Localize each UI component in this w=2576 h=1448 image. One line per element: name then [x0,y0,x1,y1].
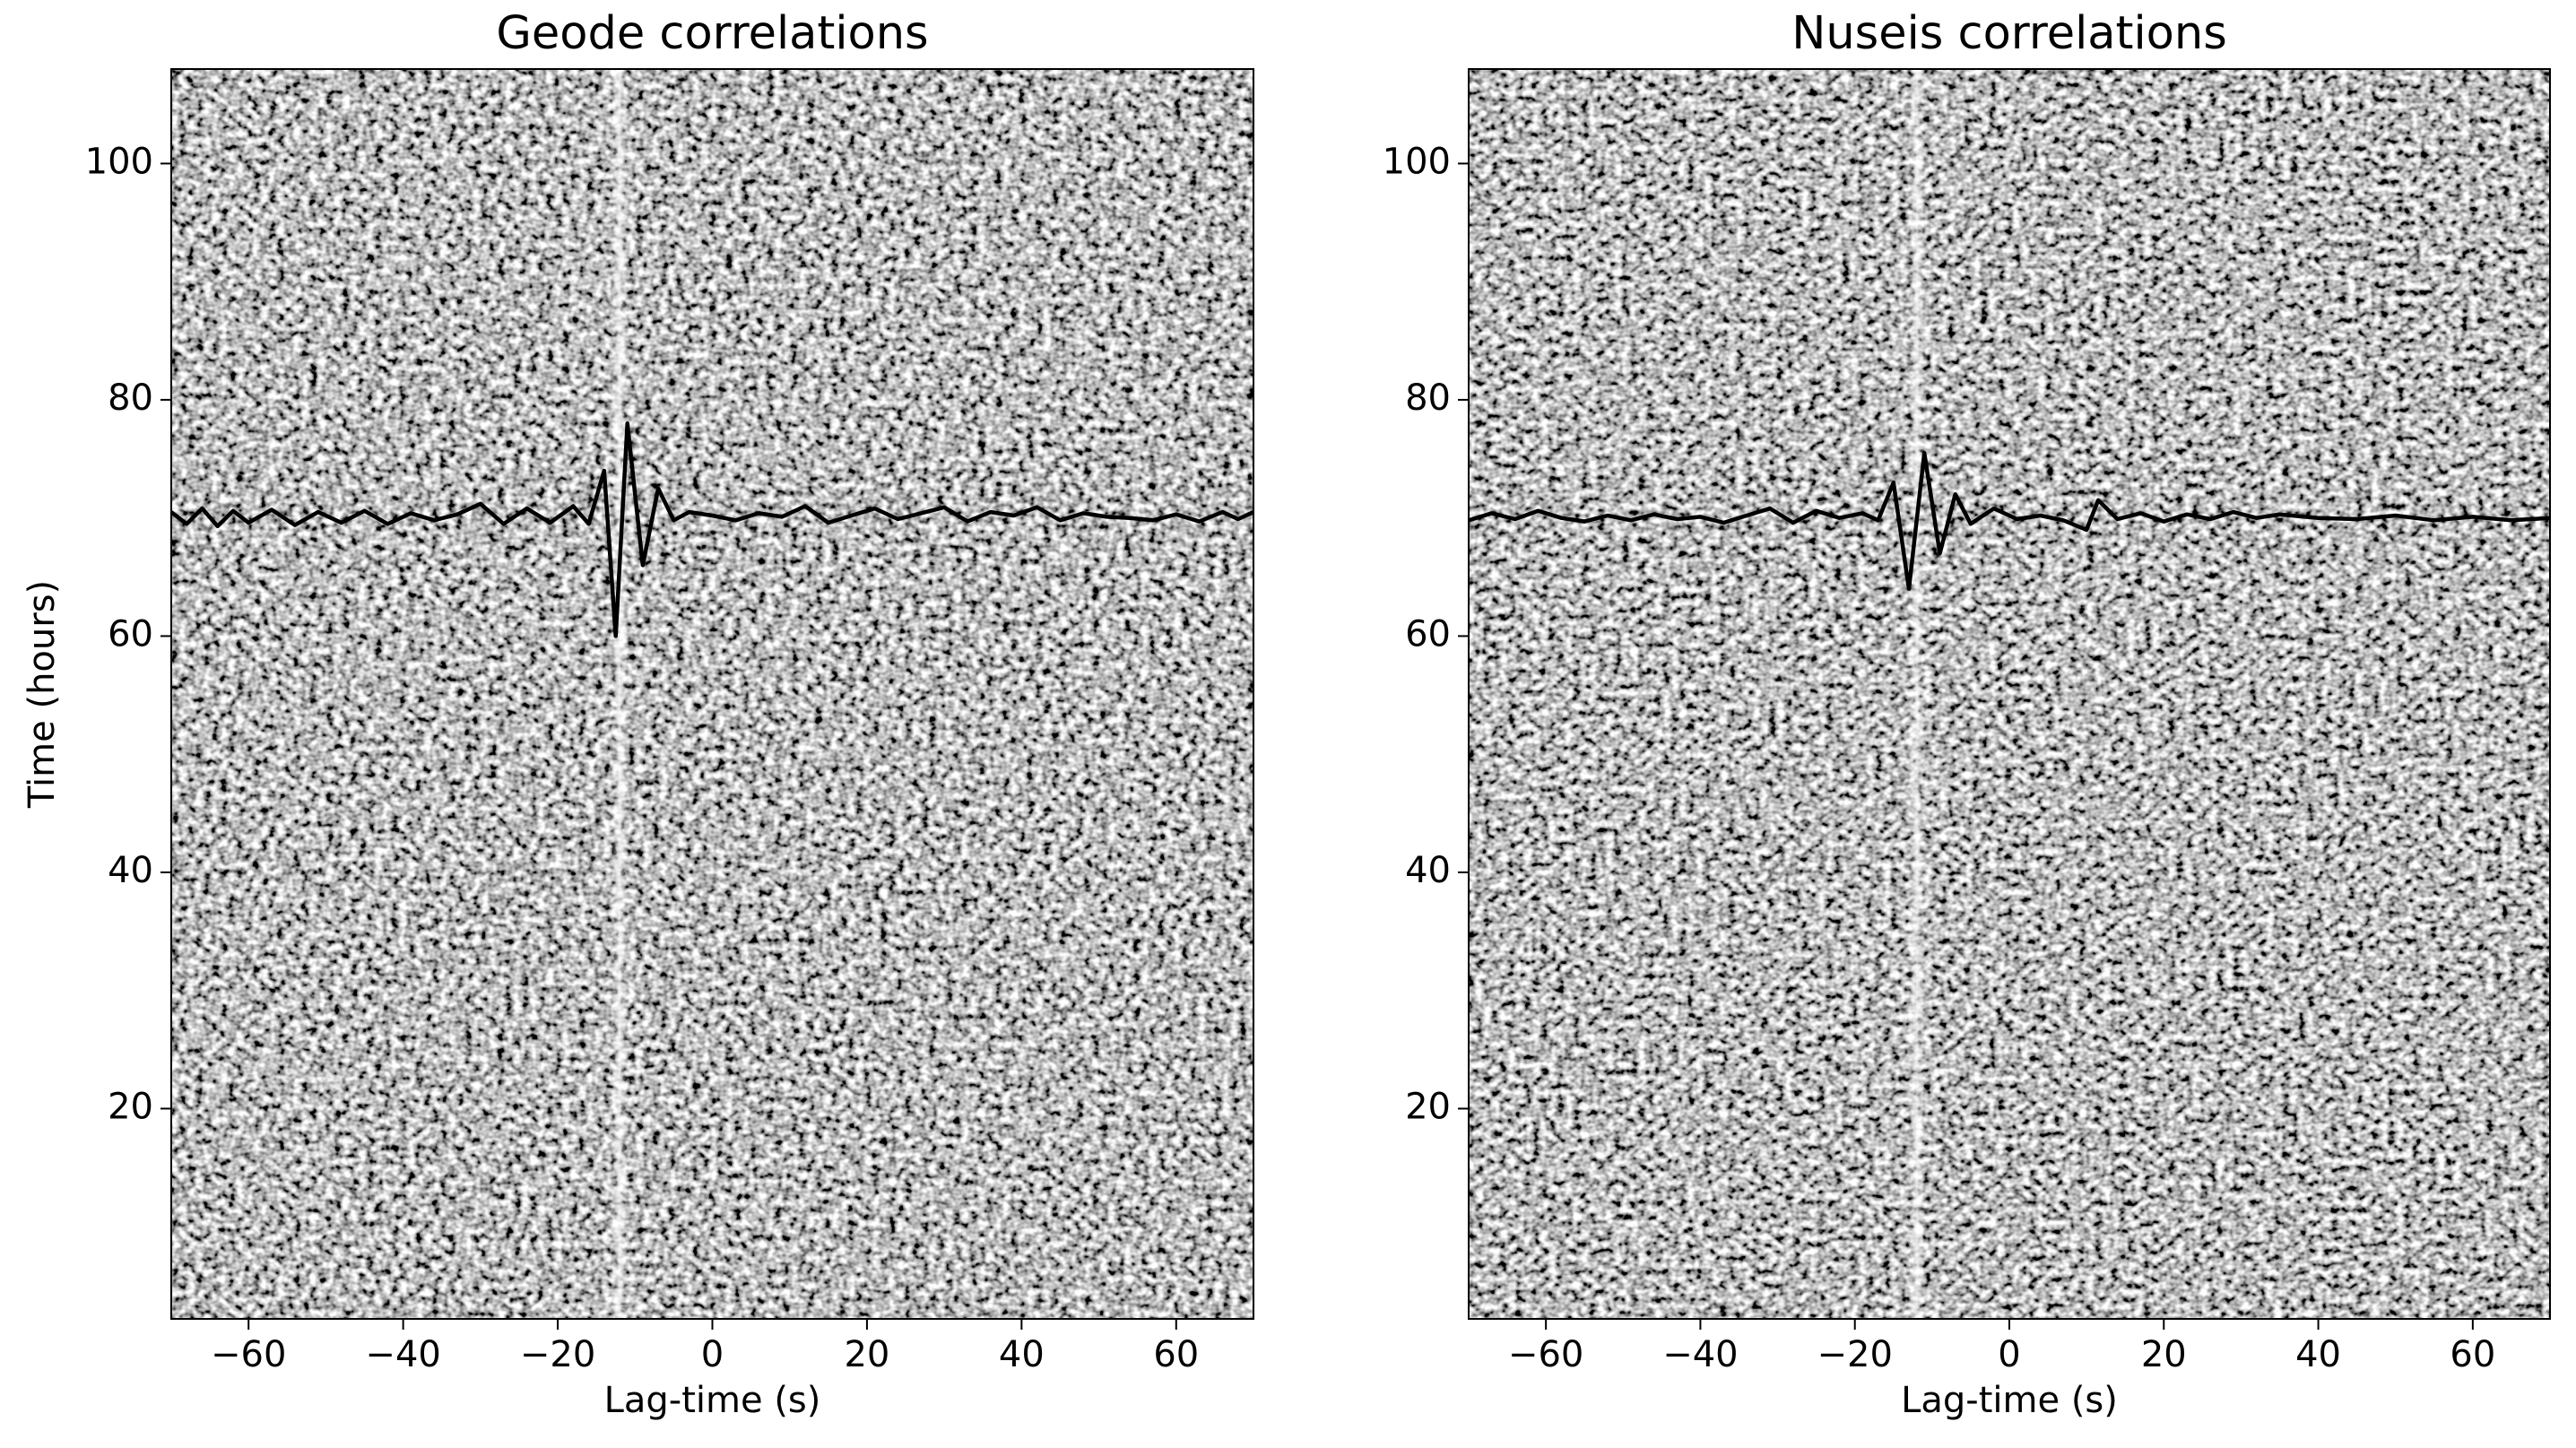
x-tick-label: 20 [844,1334,889,1375]
arrival-stripe [1910,69,1924,1319]
y-axis-label: Time (hours) [22,580,63,809]
x-tick-label: −40 [1662,1334,1738,1375]
x-tick-label: 0 [701,1334,724,1375]
axes-frame [170,68,1254,1320]
arrival-stripe [611,69,628,1319]
x-tick-label: −60 [211,1334,286,1375]
y-tick-label: 60 [1405,613,1451,655]
x-tick-label: −20 [520,1334,595,1375]
x-tick-label: 0 [1998,1334,2020,1375]
y-tick-label: 40 [108,850,153,891]
axes-frame [1468,68,2551,1320]
x-tick-label: 40 [999,1334,1045,1375]
y-tick-label: 20 [1405,1086,1451,1127]
y-tick-label: 80 [1405,377,1451,419]
x-tick-label: −40 [365,1334,440,1375]
stacked-trace [169,421,1254,638]
x-axis-label: Lag-time (s) [604,1380,821,1421]
y-tick-label: 100 [1383,141,1451,182]
x-tick-label: 40 [2295,1334,2341,1375]
y-tick-label: 60 [108,613,153,655]
x-tick-label: −20 [1817,1334,1893,1375]
chart-title: Nuseis correlations [1791,7,2227,60]
y-tick-label: 40 [1405,850,1451,891]
x-tick-label: −60 [1508,1334,1583,1375]
y-tick-label: 80 [108,377,153,419]
correlation-image [1469,69,2550,1319]
chart-title: Geode correlations [496,7,928,60]
stacked-trace [1468,450,2551,591]
y-tick-label: 100 [85,141,153,182]
x-tick-label: 60 [1153,1334,1199,1375]
correlation-image [171,69,1253,1319]
x-axis-label: Lag-time (s) [1901,1380,2118,1421]
y-tick-label: 20 [108,1086,153,1127]
x-tick-label: 20 [2141,1334,2187,1375]
x-tick-label: 60 [2450,1334,2495,1375]
